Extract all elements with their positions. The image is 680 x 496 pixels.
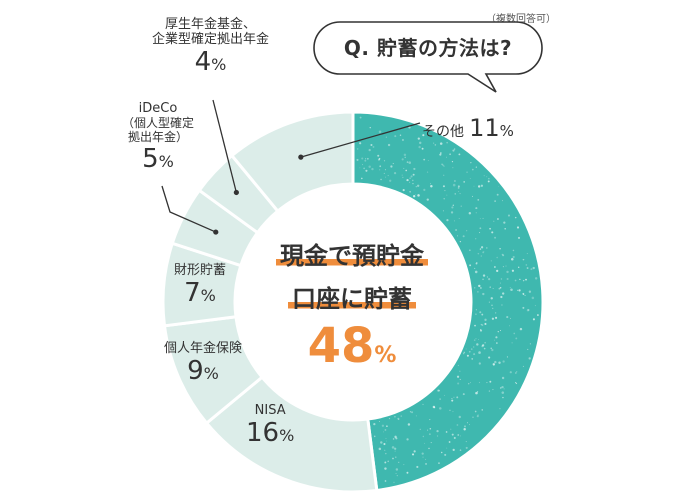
slice-name: 厚生年金基金、 — [165, 17, 257, 32]
slice-unit: % — [279, 425, 295, 445]
slice-unit: % — [158, 151, 174, 171]
slice-name: （個人型確定 — [122, 115, 195, 130]
slice-value: 11 — [469, 114, 500, 142]
slice-name: その他 — [422, 124, 464, 140]
slice-name: NISA — [254, 403, 286, 418]
slice-label-asset-formation: 財形貯蓄 7% — [174, 263, 227, 309]
slice-unit: % — [203, 363, 219, 383]
slice-value: 7 — [184, 277, 201, 308]
multiple-answers-note: （複数回答可） — [486, 14, 556, 25]
slice-label-private-pension: 個人年金保険 9% — [164, 341, 243, 387]
slice-value: 16 — [246, 417, 280, 448]
slice-other — [229, 110, 355, 214]
slice-label-employee-pension-fund: 厚生年金基金、 企業型確定拠出年金 4% — [152, 17, 270, 78]
slice-unit: % — [499, 122, 514, 140]
slice-unit: % — [211, 54, 227, 74]
slice-value: 5 — [142, 143, 159, 174]
slice-label-other: その他 11% — [422, 114, 514, 142]
slice-name: iDeCo — [138, 101, 178, 116]
slice-name: 企業型確定拠出年金 — [152, 31, 270, 47]
question-bubble: Q. 貯蓄の方法は? — [310, 18, 546, 96]
leader-line-other — [298, 122, 421, 160]
slice-cash-savings — [351, 110, 545, 493]
slice-name: 財形貯蓄 — [174, 263, 227, 278]
speech-bubble-shape — [313, 21, 543, 93]
slice-value: 4 — [194, 46, 212, 77]
slice-name: 拠出年金） — [128, 129, 189, 144]
slice-value: 9 — [187, 355, 204, 386]
main-slice-texture — [356, 116, 539, 483]
center-label-cash-savings: 現金で預貯金 口座に貯蓄 48% — [252, 236, 452, 374]
leader-line-employee-pension-fund — [212, 99, 239, 196]
slice-label-nisa: NISA 16% — [246, 403, 295, 449]
label-line: 現金で預貯金 — [276, 236, 428, 273]
label-line: 口座に貯蓄 — [288, 279, 416, 316]
slice-name: 個人年金保険 — [164, 341, 243, 356]
leader-line-ideco — [161, 185, 219, 235]
slice-unit: % — [374, 343, 397, 368]
slice-label-ideco: iDeCo （個人型確定 拠出年金） 5% — [122, 101, 195, 174]
slice-value: 48 — [307, 318, 375, 374]
slice-unit: % — [200, 285, 216, 305]
chart-title: Q. 貯蓄の方法は? — [343, 36, 513, 60]
